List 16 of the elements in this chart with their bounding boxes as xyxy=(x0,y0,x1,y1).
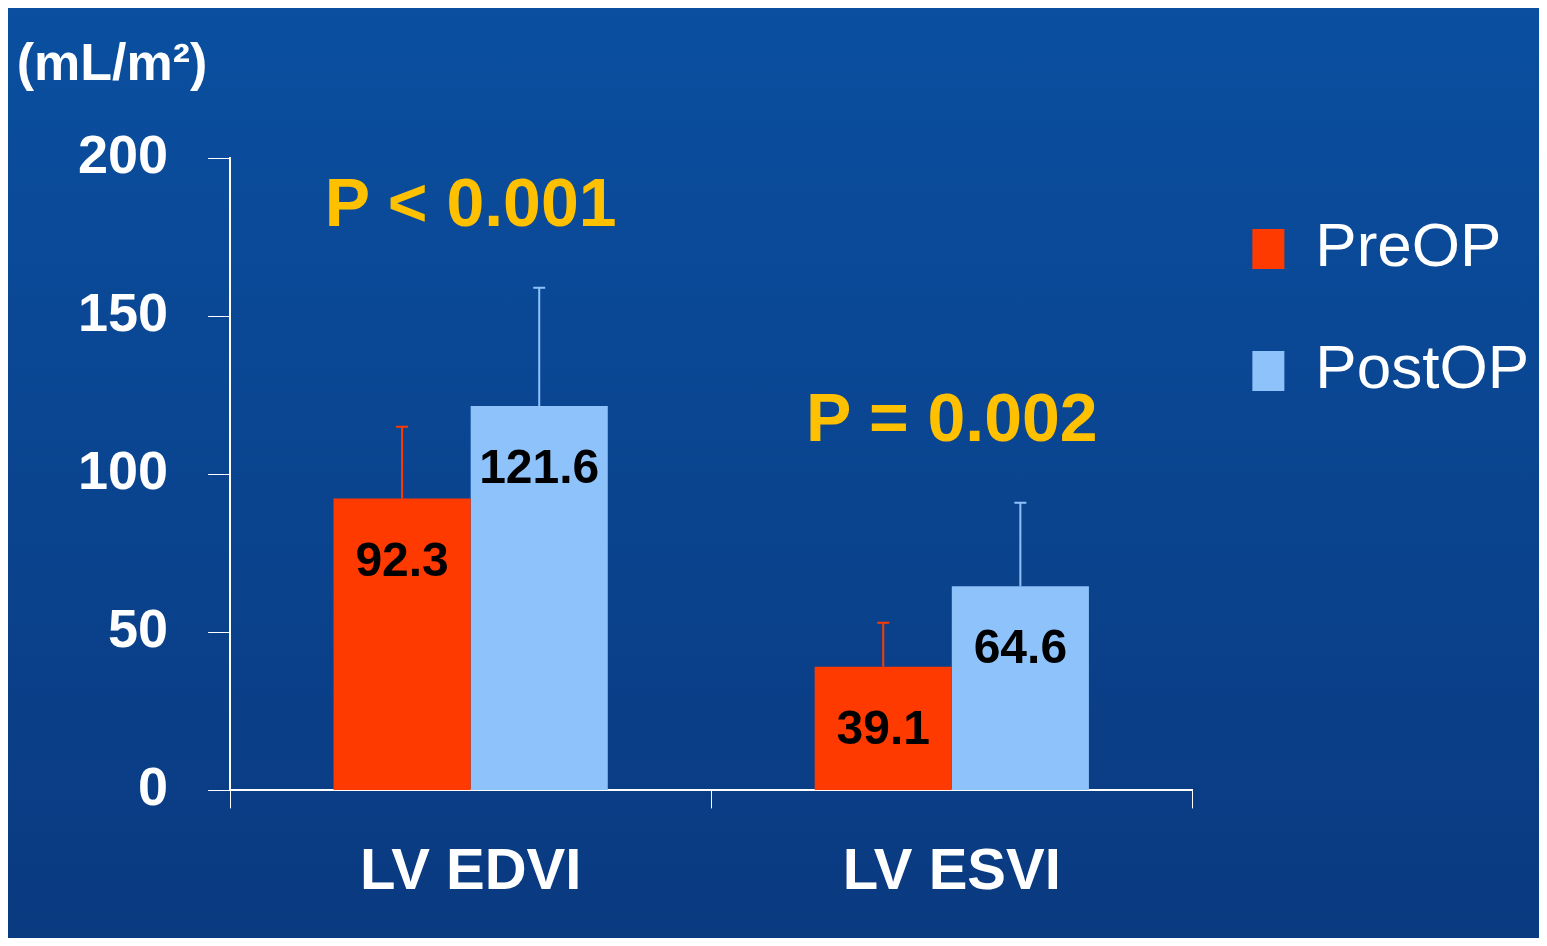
legend-label: PreOP xyxy=(1315,210,1502,280)
y-tick-label: 100 xyxy=(77,440,169,501)
x-tick-label: LV ESVI xyxy=(842,836,1061,902)
data-label: 121.6 xyxy=(479,440,600,494)
y-tick-label: 200 xyxy=(77,123,169,184)
y-tick-label: 0 xyxy=(138,756,169,817)
data-label: 39.1 xyxy=(836,701,930,754)
y-axis-title: (mL/m²) xyxy=(16,33,208,92)
annotation: P = 0.002 xyxy=(805,379,1098,456)
data-label: 92.3 xyxy=(355,532,449,586)
annotation: P < 0.001 xyxy=(324,164,617,241)
x-tick-label: LV EDVI xyxy=(360,836,582,902)
legend-label: PostOP xyxy=(1315,332,1529,402)
y-tick-label: 50 xyxy=(108,598,169,659)
data-label: 64.6 xyxy=(973,620,1068,674)
y-tick-label: 150 xyxy=(77,281,169,342)
